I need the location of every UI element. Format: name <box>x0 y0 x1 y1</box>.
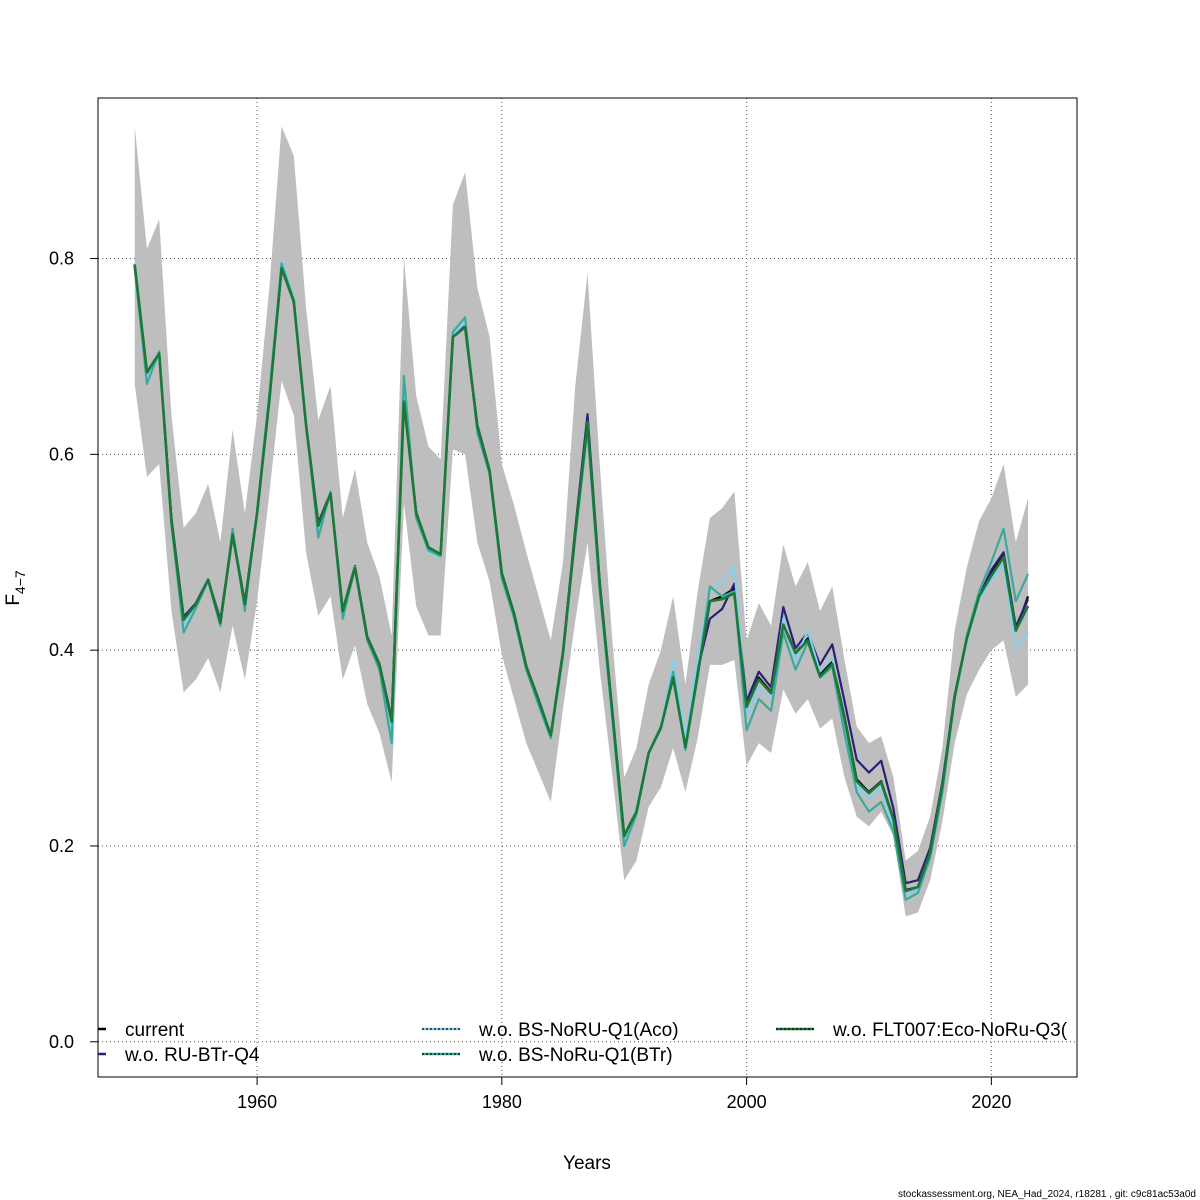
y-axis-title-subscript: 4−7 <box>12 570 28 594</box>
legend-label: w.o. RU-BTr-Q4 <box>124 1045 260 1066</box>
y-axis-title-group: F4−7 <box>3 570 28 606</box>
x-axis-title: Years <box>563 1153 611 1174</box>
y-axis: 0.0 0.2 0.4 0.6 0.8 <box>49 249 98 1052</box>
series-line-5 <box>133 264 1030 893</box>
x-tick-label: 2020 <box>971 1092 1011 1112</box>
confidence-band <box>134 126 1029 917</box>
y-axis-title-main: F <box>3 594 24 606</box>
y-tick-label: 0.0 <box>49 1032 74 1052</box>
y-tick-label: 0.4 <box>49 640 74 660</box>
legend-label: current <box>125 1020 185 1041</box>
x-axis: 1960 1980 2000 2020 <box>237 1077 1011 1112</box>
x-tick-label: 2000 <box>727 1092 767 1112</box>
y-tick-label: 0.2 <box>49 836 74 856</box>
y-tick-label: 0.8 <box>49 249 74 269</box>
legend-label: w.o. FLT007:Eco-NoRu-Q3( <box>832 1020 1068 1041</box>
x-tick-label: 1980 <box>482 1092 522 1112</box>
legend-label: w.o. BS-NoRu-Q1(BTr) <box>478 1045 673 1066</box>
series-lines <box>133 259 1030 901</box>
confidence-band-area <box>134 126 1029 917</box>
footer-credit: stockassessment.org, NEA_Had_2024, r1828… <box>898 1189 1196 1200</box>
x-tick-label: 1960 <box>237 1092 277 1112</box>
plot-frame <box>97 97 1078 1078</box>
y-tick-label: 0.6 <box>49 444 74 464</box>
y-axis-title: F4−7 <box>3 570 28 606</box>
legend-label: w.o. BS-NoRU-Q1(Aco) <box>478 1020 679 1041</box>
legend: current w.o. RU-BTr-Q4 w.o. BS-NoRU-Q1(Aco… <box>98 1020 1068 1066</box>
